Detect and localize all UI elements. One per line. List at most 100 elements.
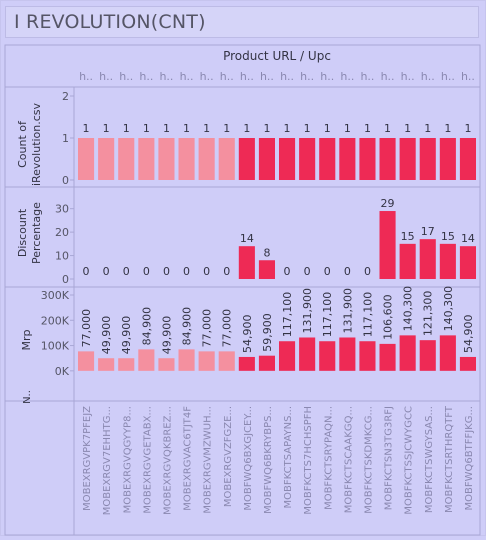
category-label: MOBEXRGVZFGZE...	[223, 406, 234, 507]
column-header: h..	[300, 70, 314, 83]
data-label: 15	[401, 230, 415, 243]
column-header: h..	[159, 70, 173, 83]
data-label: 140,300	[402, 286, 415, 332]
y-tick-label: 1	[62, 132, 69, 145]
category-label: MOBEXRGVAC6TJT4F	[183, 406, 194, 511]
bar	[158, 358, 175, 371]
column-header: h..	[139, 70, 153, 83]
data-label: 49,900	[120, 316, 133, 355]
column-header: h..	[401, 70, 415, 83]
bar	[299, 337, 316, 371]
data-label: 1	[404, 122, 411, 135]
column-header: h..	[79, 70, 93, 83]
bar	[299, 138, 316, 180]
data-label: 1	[163, 122, 170, 135]
data-label: 49,900	[160, 316, 173, 355]
column-header: h..	[381, 70, 395, 83]
bar	[359, 341, 376, 371]
data-label: 1	[444, 122, 451, 135]
column-header: h..	[180, 70, 194, 83]
data-label: 14	[240, 232, 254, 245]
data-label: 54,900	[462, 314, 475, 353]
bar	[98, 358, 115, 371]
data-label: 117,100	[361, 292, 374, 338]
bar	[98, 138, 115, 180]
extra-row-label: N..	[22, 390, 33, 404]
data-label: 106,600	[382, 294, 395, 340]
title-bar[interactable]: I REVOLUTION(CNT)	[5, 6, 479, 38]
bar	[399, 335, 416, 371]
category-label: MOBFKCTSWGYSAS...	[424, 406, 435, 513]
bar	[138, 349, 155, 371]
data-label: 121,300	[422, 291, 435, 337]
column-header: h..	[340, 70, 354, 83]
bar	[459, 138, 476, 180]
category-label: MOBFWQ6BXGJCEY...	[243, 406, 254, 511]
bar	[78, 351, 95, 371]
bar	[439, 335, 456, 371]
category-label: MOBEXRGVQKBREZ...	[162, 406, 173, 515]
bar	[339, 138, 356, 180]
category-label: MOBEXRGVPK7PFEJZ	[82, 406, 93, 511]
y-tick-label: 2	[62, 90, 69, 103]
column-header: h..	[441, 70, 455, 83]
data-label: 1	[143, 122, 150, 135]
data-label: 1	[123, 122, 130, 135]
column-header: h..	[240, 70, 254, 83]
chart-frame	[4, 44, 481, 536]
data-label: 0	[223, 265, 230, 278]
category-label: MOBFWQ6BKRYBPS...	[263, 406, 274, 514]
data-label: 1	[324, 122, 331, 135]
bar	[339, 337, 356, 371]
page-title: I REVOLUTION(CNT)	[14, 11, 206, 33]
bar	[218, 351, 235, 371]
category-label: MOBFKCTSSJCWYGCC	[404, 406, 415, 515]
data-label: 1	[103, 122, 110, 135]
data-label: 1	[263, 122, 270, 135]
column-header: h..	[220, 70, 234, 83]
bar	[138, 138, 155, 180]
bar	[379, 211, 396, 279]
data-label: 1	[243, 122, 250, 135]
category-label: MOBFKCTSKDMKCG...	[363, 406, 374, 514]
bar	[319, 341, 336, 371]
data-label: 8	[263, 246, 270, 259]
bar	[238, 356, 255, 371]
y-tick-label: 100K	[41, 340, 70, 353]
data-label: 0	[123, 265, 130, 278]
category-label: MOBFWQ6BTFFJKG...	[464, 406, 475, 511]
y-axis-label: Mrp	[20, 329, 33, 350]
category-label: MOBFKCTSRTHRQTFT	[444, 405, 455, 513]
column-header: h..	[99, 70, 113, 83]
bar	[279, 341, 296, 371]
y-axis-label: Count of	[16, 120, 29, 168]
data-label: 77,000	[201, 309, 214, 348]
data-label: 0	[203, 265, 210, 278]
data-label: 1	[384, 122, 391, 135]
y-tick-label: 0	[62, 273, 69, 286]
y-tick-label: 300K	[41, 289, 70, 302]
data-label: 1	[304, 122, 311, 135]
y-tick-label: 20	[55, 226, 69, 239]
category-label: MOBFKCTSAPAYNS...	[283, 406, 294, 509]
bar	[419, 239, 436, 279]
bar	[238, 138, 255, 180]
data-label: 77,000	[80, 309, 93, 348]
data-label: 131,900	[341, 288, 354, 334]
bar	[459, 356, 476, 371]
category-label: MOBEXRGVMZWUH...	[203, 406, 214, 514]
bar	[178, 138, 195, 180]
data-label: 117,100	[281, 292, 294, 338]
y-tick-label: 0	[62, 174, 69, 187]
column-header: h..	[320, 70, 334, 83]
bar	[419, 340, 436, 371]
data-label: 0	[304, 265, 311, 278]
bar	[238, 246, 255, 279]
data-label: 1	[183, 122, 190, 135]
y-axis-label: Discount	[16, 208, 29, 257]
bar	[279, 138, 296, 180]
category-label: MOBFKCTS7HCHSPFH	[303, 406, 314, 515]
bar	[158, 138, 175, 180]
